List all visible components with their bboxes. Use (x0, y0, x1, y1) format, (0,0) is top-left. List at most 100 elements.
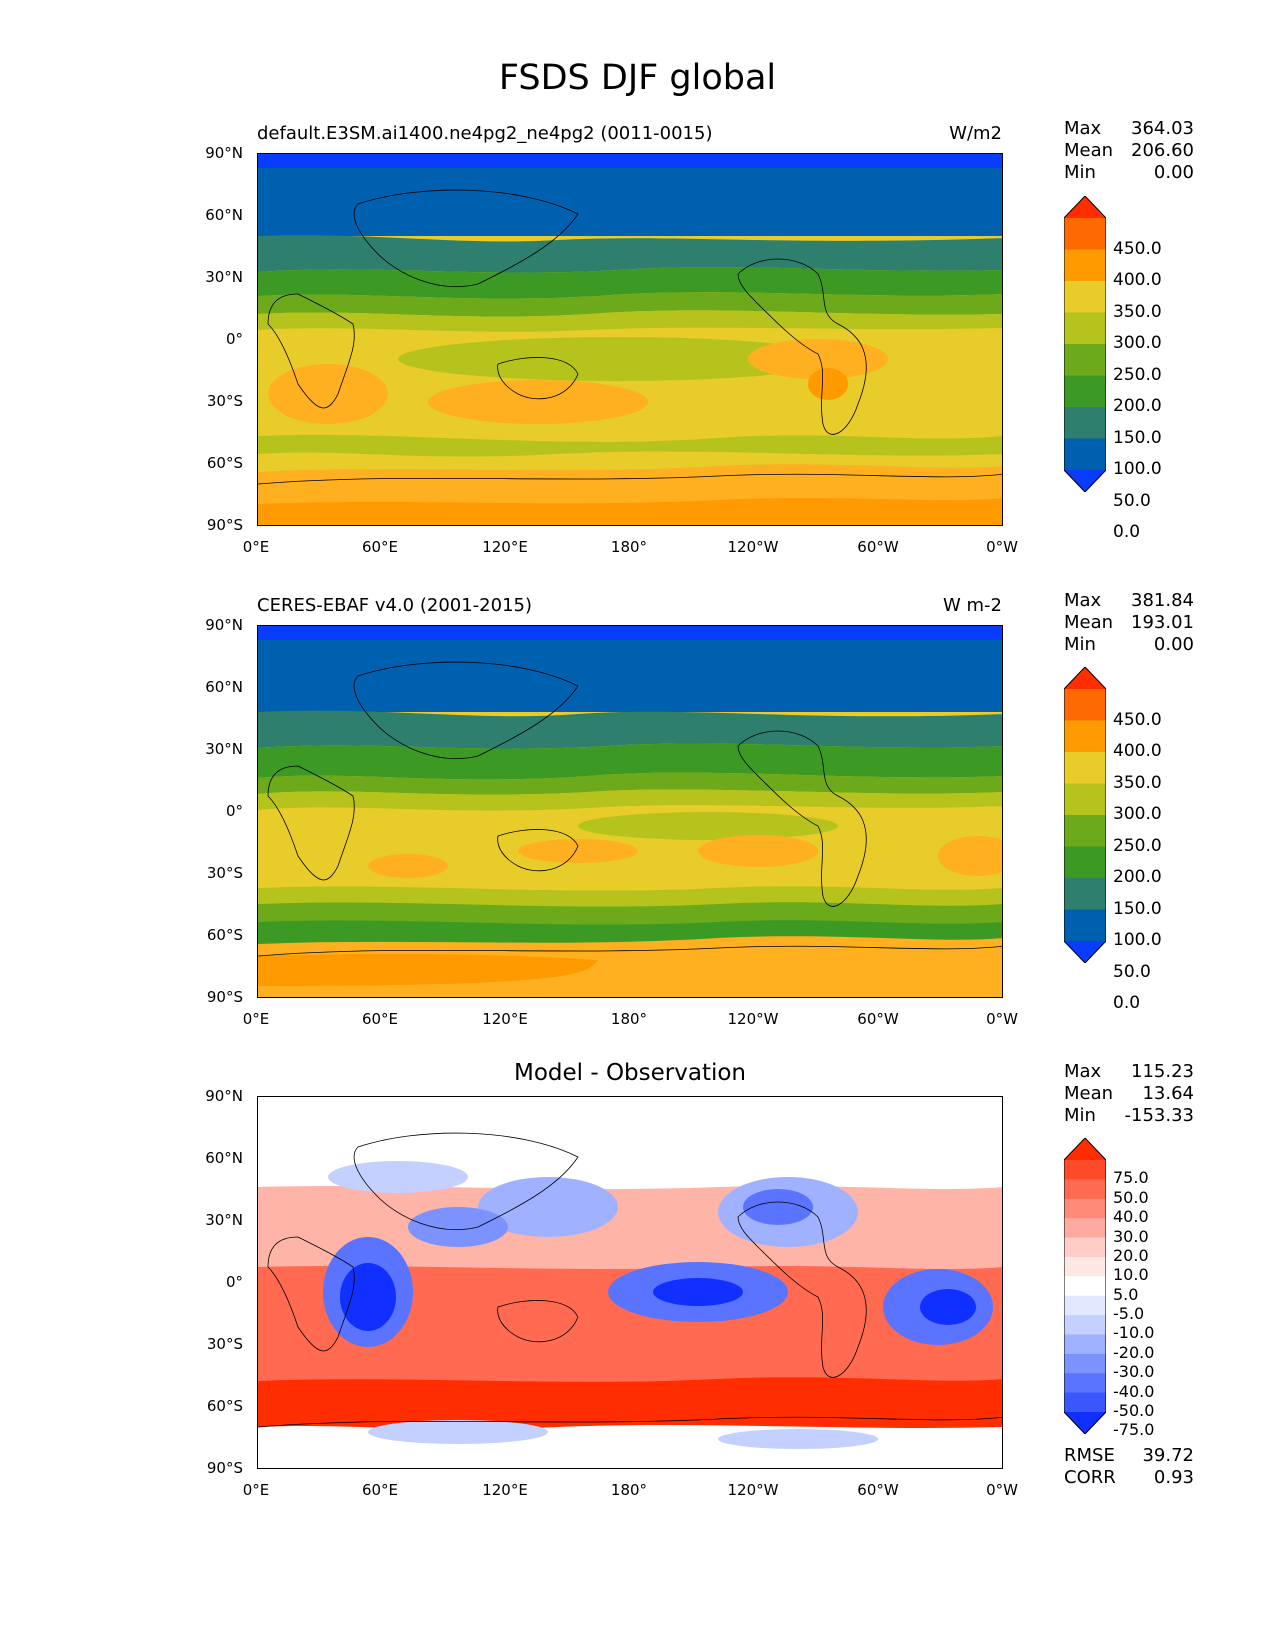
panel2-title: CERES-EBAF v4.0 (2001-2015) (257, 595, 533, 616)
stat-value: 39.72 (1142, 1445, 1194, 1466)
colorbar-label: 150.0 (1113, 427, 1162, 448)
colorbar-label: 40.0 (1113, 1207, 1149, 1227)
panel2-xtick: 120°W (727, 1010, 779, 1028)
panel1-ytick: 90°N (205, 144, 243, 162)
colorbar-label: 300.0 (1113, 333, 1162, 353)
stat-label: Mean (1064, 1083, 1114, 1104)
panel3-ytick: 90°S (206, 1459, 243, 1477)
panel2-ytick: 0° (225, 802, 243, 820)
colorbar-label: 250.0 (1113, 835, 1162, 856)
panel3-xtick: 120°W (727, 1481, 779, 1499)
panel2-units: W m-2 (942, 595, 1002, 616)
panel2-xtick: 60°W (857, 1010, 899, 1028)
colorbar-swatch (1064, 218, 1106, 250)
colorbar-swatch (1064, 689, 1106, 721)
colorbar-label: 200.0 (1113, 396, 1162, 416)
panel1-xtick: 180° (610, 538, 648, 556)
colorbar-swatch (1064, 1179, 1106, 1200)
panel1-xtick: 0°W (986, 538, 1018, 556)
panel3-xtick: 180° (610, 1481, 648, 1499)
colorbar-swatch (1064, 1334, 1106, 1355)
colorbar-label: 400.0 (1113, 270, 1162, 290)
colorbar-swatch (1064, 344, 1106, 376)
colorbar-extend-top (1064, 196, 1106, 218)
colorbar-label: 350.0 (1113, 301, 1162, 322)
colorbar-swatch (1064, 1295, 1106, 1316)
colorbar-swatch (1064, 878, 1106, 910)
panel3-xtick: 60°E (361, 1481, 399, 1499)
panel2-ytick: 60°S (206, 926, 243, 944)
panel2-xtick: 60°E (361, 1010, 399, 1028)
panel1-ytick: 90°S (206, 516, 243, 534)
stat-label: Min (1064, 634, 1096, 655)
panel3-ytick: 30°S (206, 1335, 243, 1353)
panel3-ytick: 0° (225, 1273, 243, 1291)
colorbar-label: 5.0 (1113, 1284, 1139, 1304)
colorbar-extend-bottom (1064, 470, 1106, 492)
panel2-xtick: 0°W (986, 1010, 1018, 1028)
panel3-ytick: 60°N (205, 1149, 243, 1167)
panel2-xtick: 180° (610, 1010, 648, 1028)
stat-value: 0.00 (1153, 634, 1194, 655)
panel1-xtick: 120°E (482, 538, 528, 556)
colorbar-swatch (1064, 249, 1106, 282)
colorbar-label: 300.0 (1113, 804, 1162, 824)
colorbar-extend-top (1064, 1138, 1106, 1160)
panel2-map (257, 625, 1003, 998)
stat-label: Mean (1064, 612, 1114, 633)
panel1-ytick: 60°N (205, 206, 243, 224)
colorbar-label: -40.0 (1113, 1381, 1155, 1401)
colorbar-swatch (1064, 1256, 1106, 1277)
colorbar-extend-bottom (1064, 1412, 1106, 1434)
stat-value: -153.33 (1124, 1105, 1194, 1126)
panel3-xtick: 0°E (242, 1481, 270, 1499)
colorbar-label: 450.0 (1113, 238, 1162, 259)
colorbar-label: 10.0 (1113, 1265, 1149, 1285)
colorbar-swatch (1064, 1392, 1106, 1413)
panel2-ytick: 90°N (205, 616, 243, 634)
stat-value: 206.60 (1131, 140, 1194, 161)
colorbar-label: -10.0 (1113, 1323, 1155, 1343)
panel3-ytick: 90°N (205, 1087, 243, 1105)
panel3-ytick: 30°N (205, 1211, 243, 1229)
colorbar-label: 200.0 (1113, 867, 1162, 887)
stat-label: RMSE (1064, 1445, 1115, 1466)
colorbar-swatch (1064, 1315, 1106, 1335)
panel2-ytick: 30°N (205, 740, 243, 758)
stat-value: 115.23 (1131, 1061, 1194, 1082)
colorbar-label: 20.0 (1113, 1245, 1149, 1265)
figure-title: FSDS DJF global (498, 58, 777, 98)
panel1-colorbar (1064, 196, 1106, 492)
colorbar-swatch (1064, 1218, 1106, 1239)
stat-label: Min (1064, 162, 1096, 183)
panel1-stats: Max 364.03 Mean 206.60 Min 0.00 (1064, 118, 1194, 184)
panel3-map (257, 1096, 1003, 1469)
panel3-bottom-stats: RMSE 39.72 CORR 0.93 (1064, 1445, 1194, 1489)
panel1-xtick: 60°E (361, 538, 399, 556)
panel3-title: Model - Observation (513, 1060, 747, 1086)
colorbar-label: 0.0 (1113, 993, 1141, 1013)
colorbar-swatch (1064, 1160, 1106, 1180)
colorbar-swatch (1064, 1237, 1106, 1258)
panel3-ytick: 60°S (206, 1397, 243, 1415)
colorbar-swatch (1064, 909, 1106, 942)
panel2-stats: Max 381.84 Mean 193.01 Min 0.00 (1064, 590, 1194, 656)
panel1-map (257, 153, 1003, 526)
colorbar-extend-top (1064, 667, 1106, 689)
panel1-ytick: 30°S (206, 392, 243, 410)
colorbar-swatch (1064, 1373, 1106, 1394)
colorbar-swatch (1064, 815, 1106, 847)
colorbar-swatch (1064, 407, 1106, 439)
panel1-xtick: 120°W (727, 538, 779, 556)
colorbar-label: 150.0 (1113, 898, 1162, 919)
panel1-xtick: 0°E (242, 538, 270, 556)
panel2-ytick: 90°S (206, 988, 243, 1006)
colorbar-label: 250.0 (1113, 364, 1162, 385)
colorbar-label: 50.0 (1113, 1187, 1149, 1207)
colorbar-swatch (1064, 720, 1106, 753)
colorbar-label: 350.0 (1113, 772, 1162, 793)
colorbar-swatch (1064, 1198, 1106, 1219)
stat-label: Max (1064, 118, 1102, 139)
colorbar-swatch (1064, 312, 1106, 345)
panel3-xtick: 60°W (857, 1481, 899, 1499)
